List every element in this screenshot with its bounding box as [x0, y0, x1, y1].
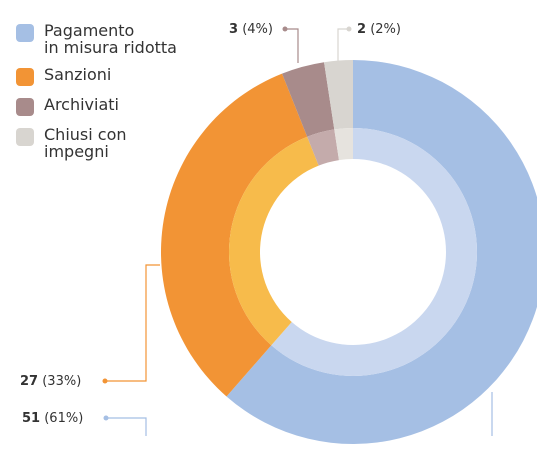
percent: (2%) [370, 22, 401, 37]
donut-segment [324, 60, 353, 130]
leader-line [285, 28, 299, 63]
legend-swatch [16, 98, 34, 116]
donut-inner-segment [334, 128, 353, 161]
leader-line [106, 417, 147, 436]
leader-dot [103, 415, 109, 421]
leader-line [337, 28, 349, 63]
legend-item: Sanzioni [16, 66, 177, 86]
value: 51 [22, 411, 40, 426]
donut-segment [160, 73, 308, 397]
donut-segment [282, 62, 335, 137]
leader-dot [346, 26, 352, 32]
donut-inner-segment [307, 129, 339, 166]
legend-label: Pagamento in misura ridotta [44, 21, 177, 57]
percent: (4%) [242, 22, 273, 37]
leader-dot [282, 26, 288, 32]
value: 3 [229, 22, 238, 37]
value-label: 2 (2%) [357, 22, 401, 37]
legend-swatch [16, 68, 34, 86]
legend-swatch [16, 128, 34, 146]
percent: (61%) [44, 411, 83, 426]
legend-label: Sanzioni [44, 65, 112, 84]
leader-dot [102, 378, 108, 384]
value-label: 51 (61%) [22, 411, 83, 426]
legend-item: Pagamento in misura ridotta [16, 22, 177, 56]
leader-line [105, 264, 160, 382]
value: 2 [357, 22, 366, 37]
percent: (33%) [42, 374, 81, 389]
value-label: 27 (33%) [20, 374, 81, 389]
legend-label: Archiviati [44, 95, 119, 114]
legend-swatch [16, 24, 34, 42]
legend-item: Chiusi con impegni [16, 126, 177, 160]
value-label: 3 (4%) [229, 22, 273, 37]
legend: Pagamento in misura ridotta Sanzioni Archi… [16, 22, 177, 170]
legend-label: Chiusi con impegni [44, 125, 127, 161]
legend-item: Archiviati [16, 96, 177, 116]
value: 27 [20, 374, 38, 389]
donut-inner-segment [228, 136, 319, 346]
donut-segment [226, 60, 537, 444]
donut-inner-segment [271, 128, 478, 376]
